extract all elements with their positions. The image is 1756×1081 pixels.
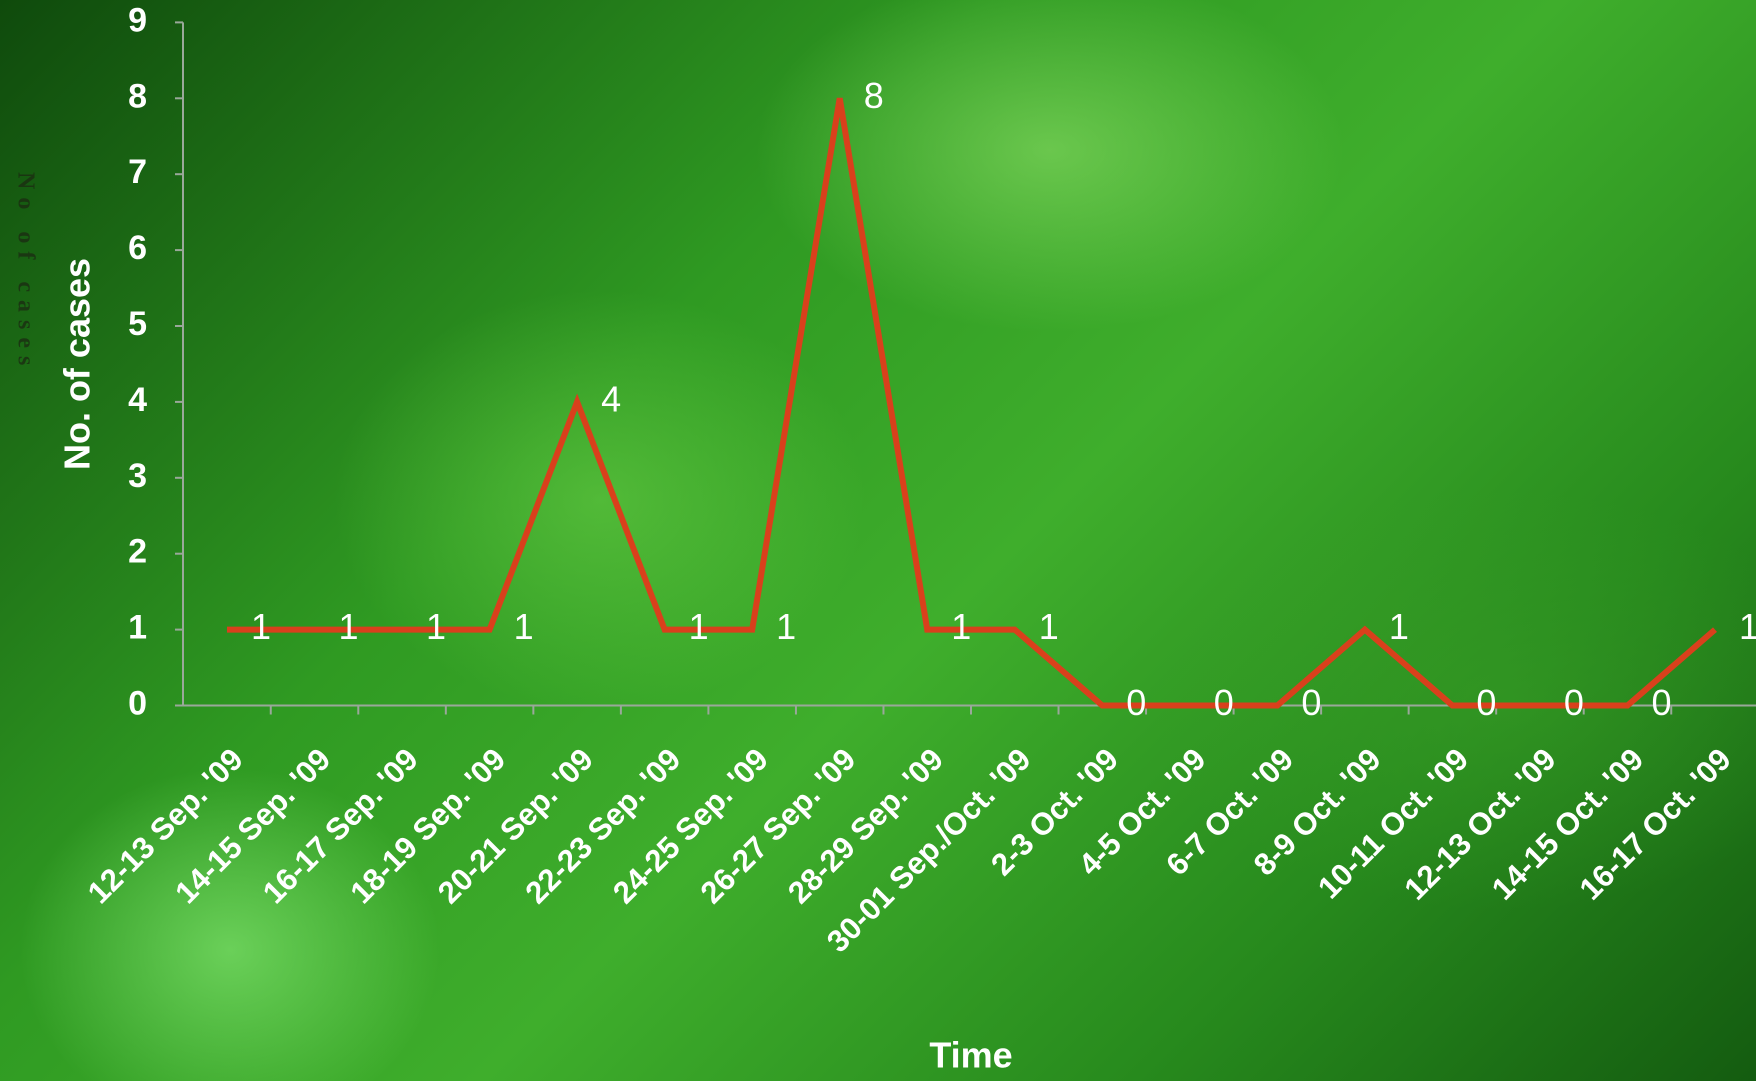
x-tick-label: 14-15 Sep. '09 (168, 741, 337, 910)
x-tick-label: 16-17 Sep. '09 (256, 741, 425, 910)
x-tick-label: 24-25 Sep. '09 (606, 741, 775, 910)
data-label: 1 (514, 606, 534, 647)
y-tick-label: 4 (128, 381, 147, 419)
x-tick-label: 18-19 Sep. '09 (343, 741, 512, 910)
y-tick-label: 0 (128, 684, 147, 722)
y-tick-label: 6 (128, 229, 147, 267)
data-label: 1 (251, 606, 271, 647)
data-label: 1 (426, 606, 446, 647)
data-label: 0 (1126, 682, 1146, 723)
data-label: 0 (1651, 682, 1671, 723)
x-tick-label: 26-27 Sep. '09 (694, 741, 863, 910)
data-label: 0 (1214, 682, 1234, 723)
x-tick-label: 20-21 Sep. '09 (431, 741, 600, 910)
y-tick-label: 8 (128, 77, 147, 115)
x-tick-label: 12-13 Sep. '09 (81, 741, 250, 910)
data-label: 1 (689, 606, 709, 647)
x-tick-label: 12-13 Oct. '09 (1397, 741, 1562, 906)
y-tick-label: 5 (128, 305, 147, 343)
chart: Time No. of cases No of cases 0 1 2 3 4 5 6 7 8 9 1… (0, 0, 1756, 1081)
data-label: 4 (601, 378, 621, 419)
x-tick-label: 16-17 Oct. '09 (1573, 741, 1738, 906)
y-tick-label: 7 (128, 153, 147, 191)
x-tick-label: 10-11 Oct. '09 (1311, 741, 1475, 905)
data-label: 0 (1564, 682, 1584, 723)
data-label: 1 (1739, 606, 1756, 647)
data-label: 1 (951, 606, 971, 647)
data-label: 0 (1476, 682, 1496, 723)
data-label: 0 (1301, 682, 1321, 723)
data-label: 1 (1039, 606, 1059, 647)
x-tick-label: 22-23 Sep. '09 (518, 741, 687, 910)
y-tick-label: 1 (128, 609, 147, 647)
y-tick-label: 2 (128, 533, 147, 571)
data-label: 1 (776, 606, 796, 647)
data-label: 1 (1389, 606, 1409, 647)
data-label: 8 (864, 75, 884, 116)
y-tick-label: 3 (128, 457, 147, 495)
x-tick-label: 14-15 Oct. '09 (1485, 741, 1650, 906)
x-axis-title: Time (929, 1035, 1012, 1076)
data-label: 1 (339, 606, 359, 647)
x-tick-label: 28-29 Sep. '09 (781, 741, 950, 910)
annotation: No of cases (12, 172, 38, 373)
y-axis-title: No. of cases (57, 258, 98, 470)
y-tick-label: 9 (128, 1, 147, 39)
